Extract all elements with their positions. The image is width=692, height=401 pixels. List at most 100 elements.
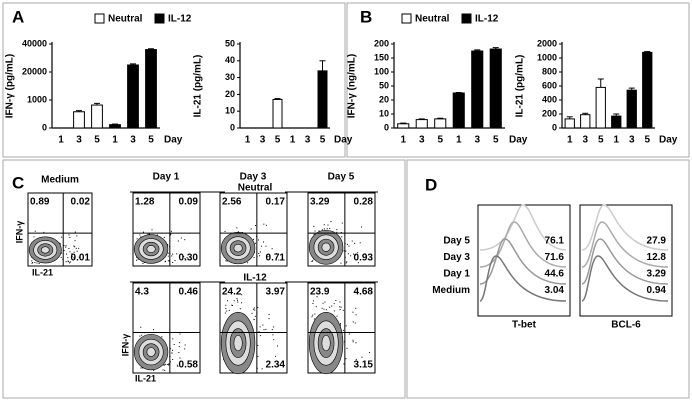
flow-dot — [261, 245, 263, 247]
flow-dot — [347, 253, 349, 255]
flow-dot — [74, 231, 76, 233]
legend-label: IL-12 — [168, 14, 192, 25]
flow-dot — [78, 247, 80, 249]
row-label: Neutral — [238, 183, 273, 194]
flow-dot — [353, 253, 355, 255]
x-axis-label: Day — [334, 135, 353, 146]
x-tick-label: 5 — [598, 135, 604, 146]
bar — [317, 70, 328, 129]
flow-dot — [67, 260, 69, 262]
flow-dot — [253, 307, 255, 309]
bar — [145, 49, 157, 129]
legend-swatch — [154, 13, 165, 24]
flow-dot — [231, 304, 233, 306]
x-axis-label: Day — [509, 135, 528, 146]
flow-dot — [263, 223, 265, 225]
panel-frame — [406, 159, 690, 399]
flow-dot — [184, 344, 186, 346]
flow-dot — [225, 304, 227, 306]
quadrant-value: 2.34 — [266, 360, 286, 371]
flow-dot — [272, 334, 274, 336]
flow-dot — [339, 323, 341, 325]
flow-dot — [258, 252, 260, 254]
flow-dot — [170, 230, 172, 232]
flow-dot — [186, 256, 188, 258]
flow-dot — [311, 316, 313, 318]
flow-dot — [321, 307, 323, 309]
flow-dot — [369, 352, 371, 354]
panel-frame — [2, 159, 406, 399]
quadrant-value: 1.28 — [135, 197, 155, 208]
bar — [564, 118, 575, 129]
x-tick-label: 1 — [290, 135, 296, 146]
histogram-curve — [581, 221, 669, 268]
flow-contour — [321, 335, 331, 352]
flow-dot — [176, 364, 178, 366]
flow-dot — [184, 258, 186, 260]
flow-dot — [38, 262, 40, 264]
flow-dot — [273, 326, 275, 328]
flow-dot — [278, 259, 280, 261]
x-tick-label: 3 — [76, 135, 82, 146]
flow-dot — [161, 336, 163, 338]
flow-dot — [312, 300, 314, 302]
flow-dot — [268, 318, 270, 320]
flow-contour — [321, 242, 331, 252]
flow-dot — [250, 228, 252, 230]
flow-dot — [354, 322, 356, 324]
flow-dot — [314, 313, 316, 315]
row-label-bg — [225, 272, 285, 284]
flow-dot — [74, 240, 76, 242]
flow-dot — [31, 260, 33, 262]
flow-dot — [318, 230, 320, 232]
panel-letter: C — [12, 173, 24, 192]
flow-dot — [314, 230, 316, 232]
y-axis-label: IFN-γ (pg/mL) — [5, 54, 16, 118]
flow-dot — [184, 239, 186, 241]
flow-dot — [276, 345, 278, 347]
quadrant-value: 0.28 — [354, 197, 374, 208]
flow-dot — [31, 262, 33, 264]
flow-dot — [164, 363, 166, 365]
y-tick-label: 0 — [230, 122, 235, 132]
flow-dot — [355, 358, 357, 360]
flow-dot — [167, 255, 169, 257]
flow-dot — [70, 261, 72, 263]
flow-dot — [345, 262, 347, 264]
flow-dot — [171, 255, 173, 257]
percent-value: 71.6 — [545, 252, 565, 263]
flow-dot — [36, 262, 38, 264]
flow-dot — [275, 253, 277, 255]
flow-dot — [360, 226, 362, 228]
flow-dot — [340, 262, 342, 264]
flow-dot — [241, 302, 243, 304]
flow-dot — [333, 303, 335, 305]
quadrant-value: 0.89 — [30, 197, 50, 208]
flow-dot — [352, 339, 354, 341]
flow-dot — [254, 309, 256, 311]
column-title: Day 1 — [153, 172, 180, 183]
flow-dot — [172, 358, 174, 360]
y-tick-label: 2000 — [537, 38, 557, 48]
y-tick-label: 50 — [379, 80, 389, 90]
flow-dot — [68, 262, 70, 264]
flow-dot — [172, 349, 174, 351]
flow-dot — [323, 224, 325, 226]
flow-dot — [180, 237, 182, 239]
quadrant-value: 3.15 — [354, 360, 374, 371]
percent-value: 44.6 — [545, 269, 565, 280]
flow-dot — [340, 232, 342, 234]
flow-dot — [343, 250, 345, 252]
flow-dot — [169, 348, 171, 350]
quadrant-value: 3.29 — [310, 197, 330, 208]
flow-dot — [322, 302, 324, 304]
bar — [595, 86, 606, 129]
flow-contour — [233, 243, 243, 253]
quadrant-value: 23.9 — [310, 287, 330, 298]
x-axis-label: Day — [659, 135, 678, 146]
flow-dot — [262, 324, 264, 326]
flow-dot — [71, 255, 73, 257]
flow-dot — [326, 228, 328, 230]
flow-dot — [137, 258, 139, 260]
flow-dot — [354, 254, 356, 256]
